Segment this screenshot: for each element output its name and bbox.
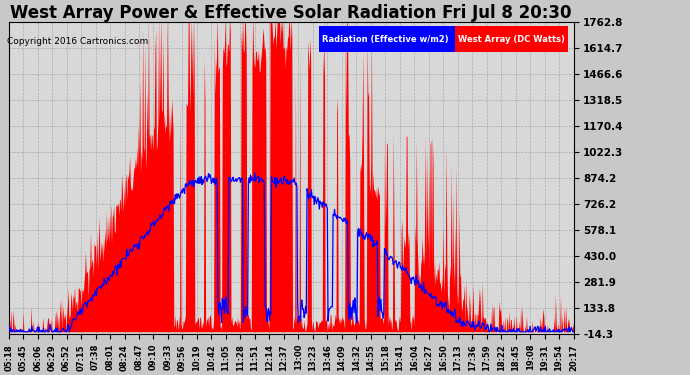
Text: Copyright 2016 Cartronics.com: Copyright 2016 Cartronics.com (7, 38, 148, 46)
Text: Radiation (Effective w/m2): Radiation (Effective w/m2) (322, 35, 448, 44)
Title: West Array Power & Effective Solar Radiation Fri Jul 8 20:30: West Array Power & Effective Solar Radia… (10, 4, 572, 22)
Text: West Array (DC Watts): West Array (DC Watts) (457, 35, 564, 44)
